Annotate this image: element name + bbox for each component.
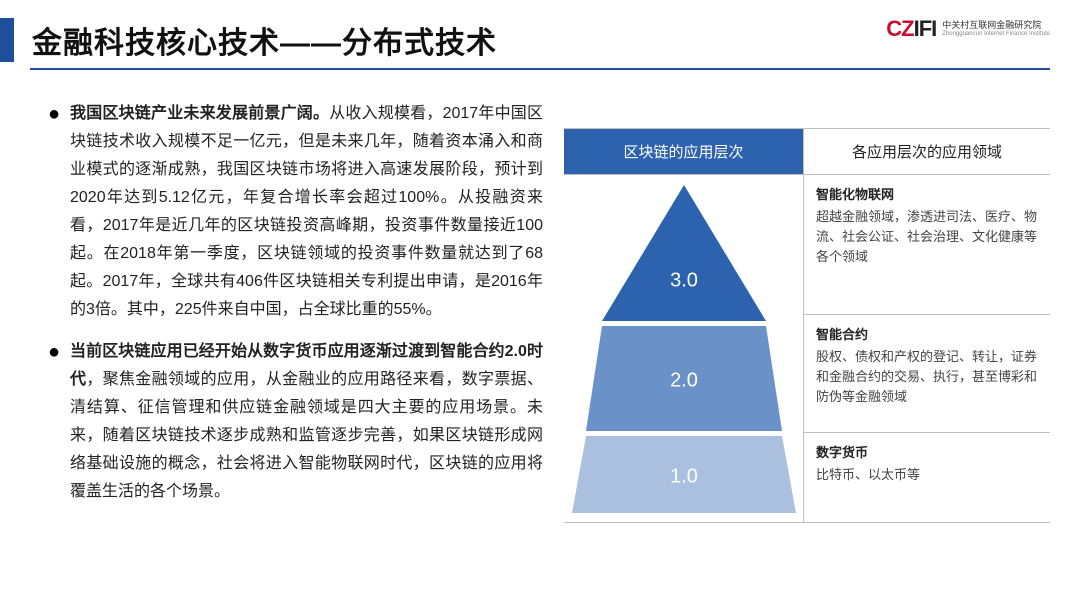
diagram-row-2: 智能合约 股权、债权和产权的登记、转让，证券和金融合约的交易、执行，甚至博彩和防… [804,315,1050,433]
pyramid-layer-3 [602,185,766,321]
diagram: 区块链的应用层次 各应用层次的应用领域 3.0 2.0 1.0 智能化物联网 超… [564,128,1050,523]
bullet-dot: ● [48,338,70,506]
logo-mark-black: IFI [914,16,937,41]
pyramid-label-3: 3.0 [670,269,698,291]
diagram-header-right: 各应用层次的应用领域 [804,129,1050,174]
logo-mark-red: CZ [886,16,913,41]
pyramid-svg: 3.0 2.0 1.0 [570,181,798,517]
row-2-desc: 股权、债权和产权的登记、转让，证券和金融合约的交易、执行，甚至博彩和防伪等金融领… [816,349,1037,404]
row-3-desc: 超越金融领域，渗透进司法、医疗、物流、社会公证、社会治理、文化健康等各个领域 [816,209,1037,264]
pyramid-label-1: 1.0 [670,465,698,487]
diagram-left: 3.0 2.0 1.0 [564,175,804,522]
bullet-1-body: 从收入规模看，2017年中国区块链技术收入规模不足一亿元，但是未来几年，随着资本… [70,105,543,318]
bullet-1-lead: 我国区块链产业未来发展前景广阔。 [70,105,329,122]
page-title: 金融科技核心技术——分布式技术 [32,18,497,62]
logo-text: 中关村互联网金融研究院 Zhongguancun Internet Financ… [942,21,1050,37]
pyramid-label-2: 2.0 [670,369,698,391]
diagram-right: 智能化物联网 超越金融领域，渗透进司法、医疗、物流、社会公证、社会治理、文化健康… [804,175,1050,522]
bullet-2-text: 当前区块链应用已经开始从数字货币应用逐渐过渡到智能合约2.0时代，聚焦金融领域的… [70,338,543,506]
diagram-header-left: 区块链的应用层次 [564,129,804,174]
content: ● 我国区块链产业未来发展前景广阔。从收入规模看，2017年中国区块链技术收入规… [48,100,543,520]
logo: CZIFI 中关村互联网金融研究院 Zhongguancun Internet … [886,16,1050,42]
logo-mark: CZIFI [886,16,936,42]
diagram-header: 区块链的应用层次 各应用层次的应用领域 [564,128,1050,175]
bullet-2-body: ，聚焦金融领域的应用，从金融业的应用路径来看，数字票据、清结算、征信管理和供应链… [70,371,543,500]
row-1-title: 数字货币 [816,443,1038,463]
diagram-row-3: 智能化物联网 超越金融领域，渗透进司法、医疗、物流、社会公证、社会治理、文化健康… [804,175,1050,315]
diagram-body: 3.0 2.0 1.0 智能化物联网 超越金融领域，渗透进司法、医疗、物流、社会… [564,175,1050,523]
bullet-1-text: 我国区块链产业未来发展前景广阔。从收入规模看，2017年中国区块链技术收入规模不… [70,100,543,324]
title-accent [0,18,14,62]
bullet-2: ● 当前区块链应用已经开始从数字货币应用逐渐过渡到智能合约2.0时代，聚焦金融领… [48,338,543,506]
title-underline [30,68,1050,70]
logo-en: Zhongguancun Internet Finance Institute [942,31,1050,38]
row-3-title: 智能化物联网 [816,185,1038,205]
logo-cn: 中关村互联网金融研究院 [942,21,1050,31]
bullet-dot: ● [48,100,70,324]
row-2-title: 智能合约 [816,325,1038,345]
diagram-row-1: 数字货币 比特币、以太币等 [804,433,1050,523]
title-bar: 金融科技核心技术——分布式技术 [0,18,497,62]
bullet-1: ● 我国区块链产业未来发展前景广阔。从收入规模看，2017年中国区块链技术收入规… [48,100,543,324]
row-1-desc: 比特币、以太币等 [816,467,920,482]
